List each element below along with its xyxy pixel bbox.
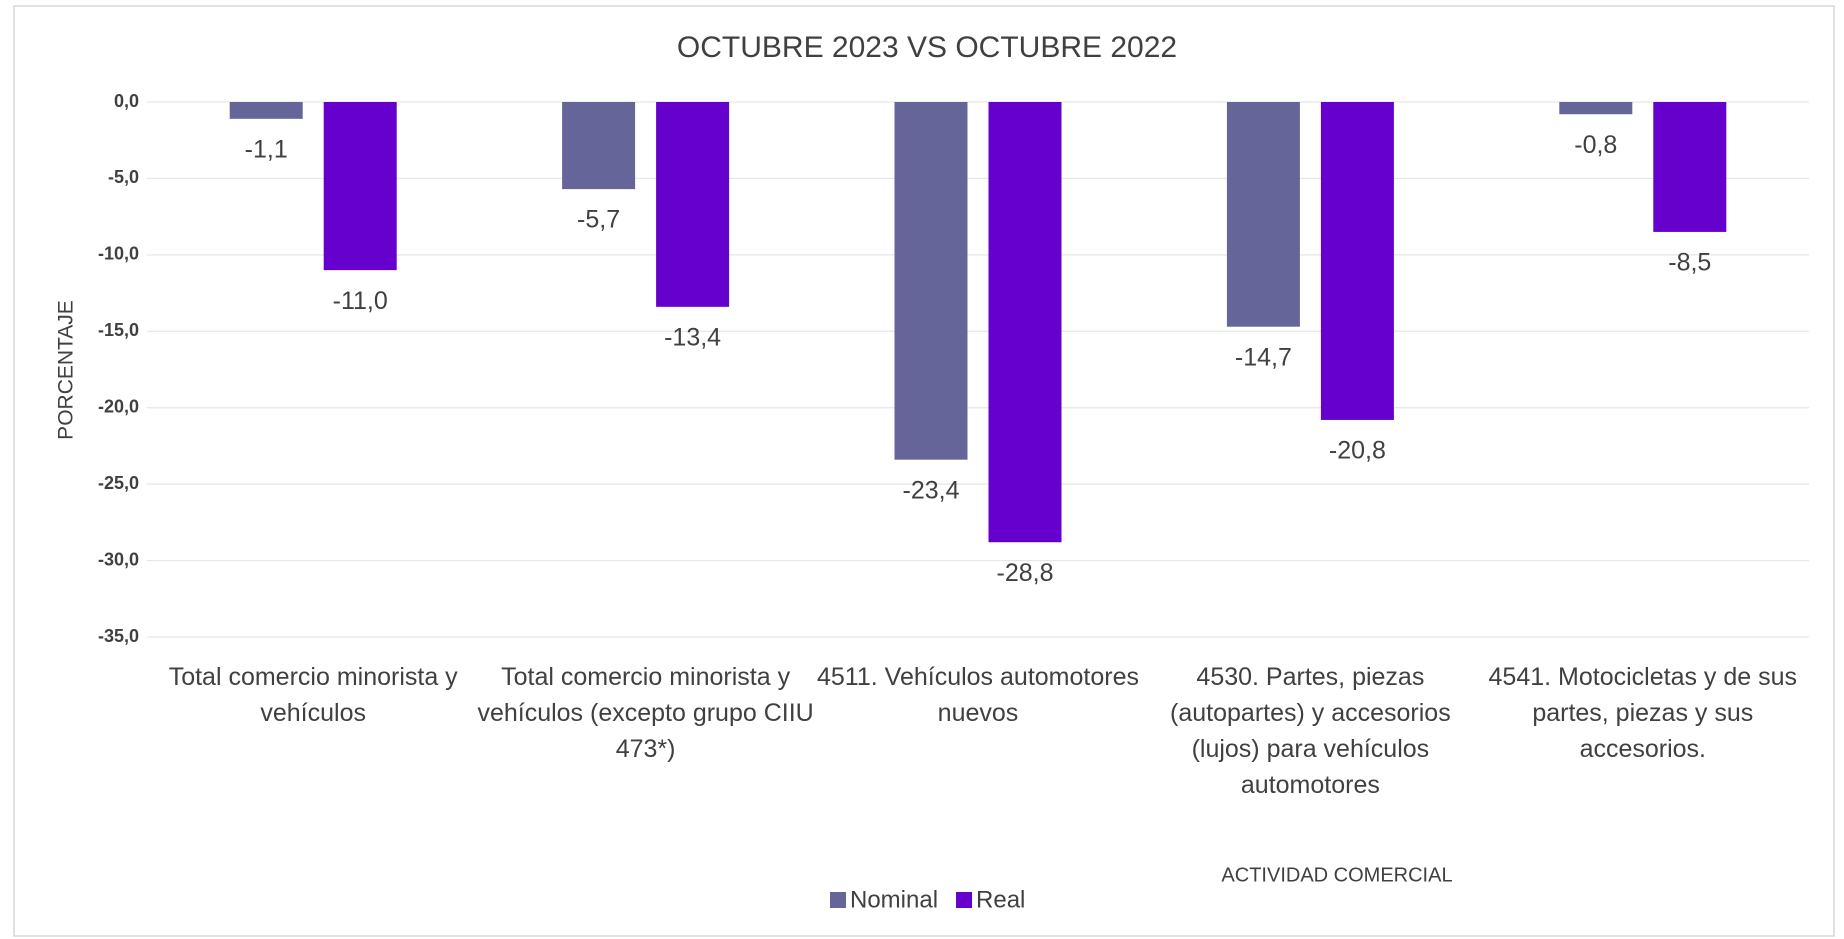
data-label: -14,7 — [1235, 343, 1292, 371]
x-tick-label: 4530. Partes, piezas (autopartes) y acce… — [1170, 663, 1451, 799]
data-label: -28,8 — [997, 559, 1054, 587]
data-label: -5,7 — [577, 206, 620, 234]
bar — [1320, 102, 1394, 420]
legend-swatch — [956, 892, 973, 908]
legend-label: Real — [976, 886, 1025, 913]
y-tick-label: -10,0 — [98, 244, 139, 264]
x-tick-label-box: 4511. Vehículos automotores nuevos — [817, 663, 1139, 727]
bar — [562, 102, 636, 190]
bar — [229, 102, 303, 119]
x-tick-label-box: Total comercio minorista y vehículos — [168, 663, 458, 727]
bar — [1559, 102, 1633, 115]
bar — [894, 102, 968, 460]
y-tick-label: -20,0 — [98, 396, 139, 416]
bar — [656, 102, 730, 307]
x-tick-label-box: 4530. Partes, piezas (autopartes) y acce… — [1170, 663, 1451, 799]
legend-label: Nominal — [850, 886, 938, 913]
y-tick-label: -30,0 — [98, 549, 139, 569]
data-label: -1,1 — [245, 135, 288, 163]
x-tick-label: 4541. Motocicletas y de sus partes, piez… — [1488, 663, 1798, 763]
x-tick-label-box: 4541. Motocicletas y de sus partes, piez… — [1488, 663, 1798, 763]
data-label: -13,4 — [664, 323, 721, 351]
x-tick-label: Total comercio minorista y vehículos — [168, 663, 458, 727]
bar — [988, 102, 1062, 543]
bar — [323, 102, 397, 271]
data-label: -23,4 — [903, 476, 960, 504]
data-label: -20,8 — [1329, 437, 1386, 465]
bar — [1226, 102, 1300, 327]
x-tick-label-box: Total comercio minorista y vehículos (ex… — [477, 663, 814, 763]
data-label: -0,8 — [1574, 131, 1617, 159]
y-tick-label: -5,0 — [108, 167, 139, 187]
bar — [1653, 102, 1727, 232]
chart-title: OCTUBRE 2023 VS OCTUBRE 2022 — [677, 31, 1177, 64]
x-axis-title: ACTIVIDAD COMERCIAL — [1221, 864, 1452, 886]
y-tick-label: 0,0 — [114, 91, 139, 111]
x-tick-label: 4511. Vehículos automotores nuevos — [817, 663, 1139, 727]
legend-swatch — [830, 892, 846, 908]
y-tick-label: -35,0 — [98, 626, 139, 646]
data-label: -11,0 — [333, 287, 388, 315]
y-tick-label: -25,0 — [98, 473, 139, 493]
y-tick-label: -15,0 — [98, 320, 139, 340]
x-tick-label: Total comercio minorista y vehículos (ex… — [477, 663, 814, 763]
data-label: -8,5 — [1668, 249, 1711, 277]
y-axis-title: PORCENTAJE — [55, 300, 78, 440]
